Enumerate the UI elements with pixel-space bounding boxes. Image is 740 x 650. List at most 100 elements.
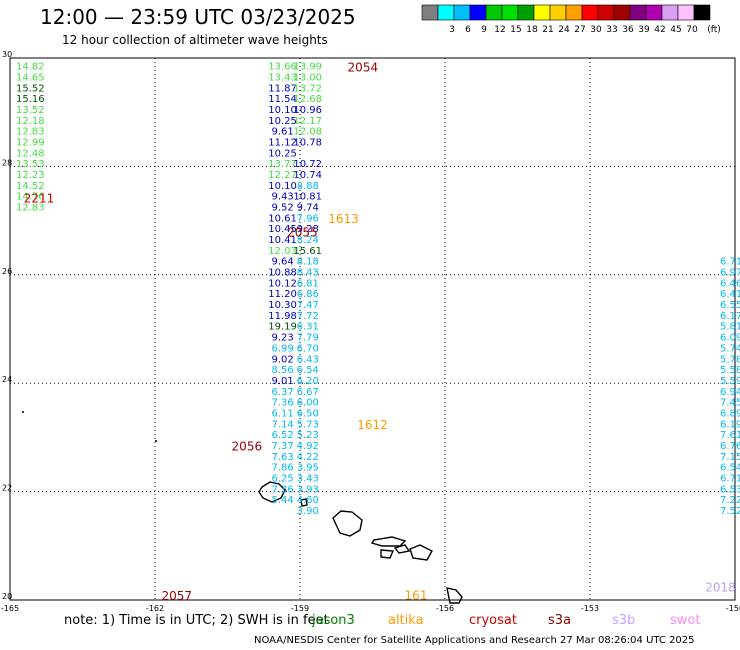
pass-time-label: 1613	[328, 212, 359, 226]
island-outline	[332, 510, 363, 537]
pass-time-label: 1612	[357, 418, 388, 432]
wave-height-label: 7.63	[271, 452, 293, 463]
y-tick-label: 22	[2, 484, 12, 493]
wave-height-label: 6.50	[297, 408, 319, 419]
wave-height-label: 7.52	[720, 506, 740, 517]
wave-height-label: 7.15	[720, 452, 740, 463]
wave-height-label: 6.17	[720, 311, 740, 322]
island-outline	[370, 536, 407, 547]
wave-height-label: 7.45	[720, 398, 740, 409]
y-tick-label: 28	[2, 158, 12, 167]
islet-dot	[155, 440, 157, 442]
colorbar-tick-label: 9	[481, 25, 487, 35]
colorbar-tick-label: 3	[449, 25, 455, 35]
credit-line: NOAA/NESDIS Center for Satellite Applica…	[254, 635, 695, 646]
wave-height-values: 14.8214.6515.5215.1613.5212.1812.8312.99…	[16, 62, 740, 517]
islet-dot	[22, 411, 24, 413]
wave-height-label: 10.12	[268, 278, 297, 289]
chart-subtitle: 12 hour collection of altimeter wave hei…	[62, 33, 328, 47]
wave-height-label: 7.79	[297, 333, 319, 344]
wave-height-label: 13.00	[293, 72, 322, 83]
wave-height-label: 9.01	[271, 376, 293, 387]
wave-height-label: 19.19	[268, 322, 297, 333]
wave-height-label: 10.41	[268, 235, 297, 246]
wave-height-label: 10.78	[293, 137, 322, 148]
wave-height-label: 12.48	[16, 148, 45, 159]
pass-time-label: 2054	[348, 61, 379, 75]
wave-height-label: 13.43	[268, 72, 297, 83]
wave-height-label: 13.66	[268, 62, 297, 73]
colorbar-tick-label: 27	[574, 25, 585, 35]
wave-height-label: 9.28	[297, 224, 319, 235]
wave-height-label: 7.72	[297, 311, 319, 322]
y-tick-label: 24	[2, 375, 12, 384]
x-tick-label: -150	[726, 604, 740, 613]
wave-height-label: 10.30	[268, 300, 297, 311]
colorbar-tick-label: 42	[654, 25, 665, 35]
island-outline	[446, 587, 463, 604]
wave-height-label: 3.95	[297, 463, 319, 474]
wave-height-label: 4.22	[297, 452, 319, 463]
colorbar-tick-label: 18	[526, 25, 538, 35]
x-tick-label: -156	[436, 604, 454, 613]
wave-height-label: 9.64	[271, 257, 293, 268]
wave-height-label: 10.88	[268, 268, 297, 279]
colorbar-tick-label: 6	[465, 25, 471, 35]
wave-height-label: 8.88	[297, 181, 319, 192]
wave-height-label: 6.09	[720, 333, 740, 344]
wave-height-label: 7.36	[271, 398, 293, 409]
wave-height-label: 5.59	[720, 376, 740, 387]
wave-height-label: 6.46	[720, 278, 740, 289]
wave-height-label: 11.98	[268, 311, 297, 322]
wave-height-label: 5.74	[720, 343, 740, 354]
colorbar-tick-label: 15	[510, 25, 521, 35]
wave-height-label: 14.65	[16, 72, 45, 83]
y-tick-label: 20	[2, 592, 12, 601]
gridlines	[10, 58, 735, 600]
colorbar-unit-label: (ft)	[707, 25, 721, 35]
wave-height-label: 10.74	[293, 170, 322, 181]
island-outline	[380, 549, 395, 559]
wave-height-label: 6.43	[297, 354, 319, 365]
x-tick-label: -162	[146, 604, 164, 613]
wave-height-label: 8.18	[297, 257, 319, 268]
wave-height-label: 15.16	[16, 94, 45, 105]
wave-height-label: 6.11	[271, 408, 293, 419]
wave-height-label: 7.36	[271, 484, 293, 495]
wave-height-label: 11.20	[268, 289, 297, 300]
pass-time-labels: 2054 2211 1613 2055 1612 2056 2057 161 2018	[24, 61, 736, 603]
colorbar-tick-label: 30	[590, 25, 602, 35]
wave-height-label: 11.87	[268, 83, 297, 94]
wave-height-label: 11.54	[268, 94, 297, 105]
island-outline	[258, 481, 286, 503]
wave-height-label: 12.68	[293, 94, 322, 105]
wave-height-label: 13.53	[16, 159, 45, 170]
x-tick-label: -159	[291, 604, 309, 613]
wave-height-label: 7.61	[720, 430, 740, 441]
colorbar-tick-label: 39	[638, 25, 650, 35]
wave-height-label: 11.12	[268, 137, 297, 148]
wave-height-label: 12.17	[293, 116, 322, 127]
wave-height-label: 12.83	[16, 203, 45, 214]
wave-height-colorbar: 3 6 9 12 15 18 21 24 27 30 33 36 39 42 45 70 (ft)	[421, 4, 721, 35]
wave-height-label: 4.60	[297, 495, 319, 506]
wave-height-label: 6.94	[720, 387, 740, 398]
wave-height-label: 7.37	[271, 441, 293, 452]
wave-height-label: 10.81	[293, 192, 322, 203]
wave-height-label: 14.76	[16, 192, 45, 203]
wave-height-label: 8.43	[297, 268, 319, 279]
wave-height-label: 12.83	[16, 127, 45, 138]
wave-height-label: 6.89	[720, 408, 740, 419]
wave-height-label: 13.72	[293, 83, 322, 94]
wave-height-label: 6.54	[720, 463, 740, 474]
wave-height-label: 7.22	[720, 495, 740, 506]
wave-height-label: 6.25	[271, 474, 293, 485]
wave-height-label: 5.23	[297, 430, 319, 441]
wave-height-label: 6.86	[297, 289, 319, 300]
wave-height-label: 13.99	[293, 62, 322, 73]
wave-height-label: 14.52	[16, 181, 45, 192]
wave-height-label: 10.10	[268, 181, 297, 192]
wave-height-label: 8.56	[271, 365, 293, 376]
colorbar-tick-label: 12	[494, 25, 505, 35]
colorbar-tick-label: 36	[622, 25, 634, 35]
